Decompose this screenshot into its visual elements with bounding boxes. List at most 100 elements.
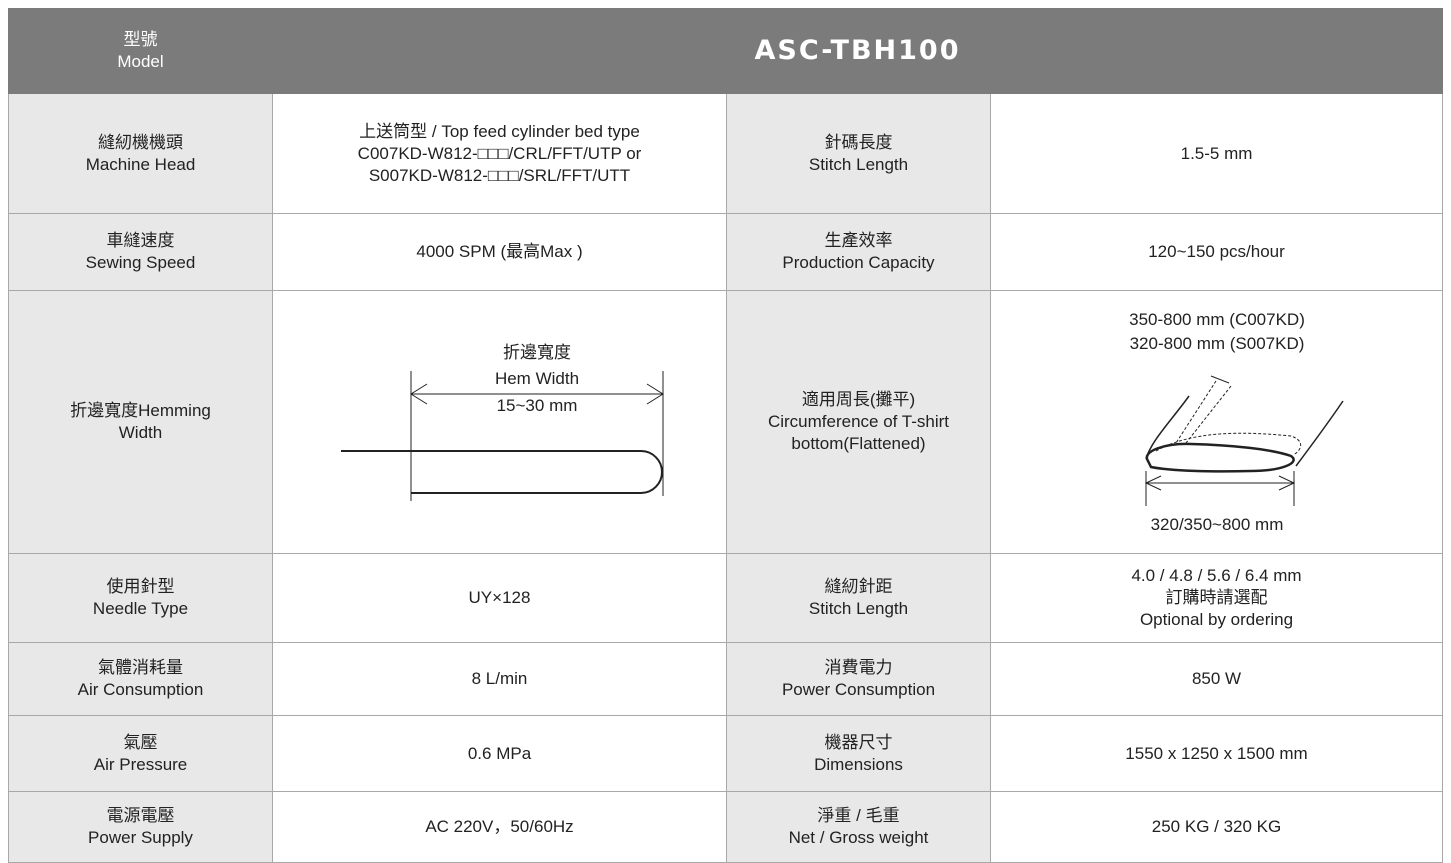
spec-value: AC 220V，50/60Hz: [272, 791, 727, 863]
text: 4000 SPM (最高Max ): [416, 242, 583, 261]
spec-label: 折邊寬度Hemming Width: [8, 290, 273, 554]
text: Width: [118, 423, 163, 442]
text: 縫紉針距: [824, 577, 893, 596]
text: 氣壓: [123, 732, 158, 752]
spec-row: 電源電壓 Power Supply AC 220V，50/60Hz 淨重 / 毛重 Ne…: [8, 791, 1444, 863]
diagram-line: [1155, 432, 1302, 456]
text: Net / Gross weight: [788, 828, 929, 847]
text: Stitch Length: [808, 599, 909, 618]
text: 1.5-5 mm: [1180, 143, 1253, 163]
spec-label: 使用針型 Needle Type: [8, 553, 273, 643]
spec-value: 0.6 MPa: [272, 715, 727, 792]
diagram-line: [1295, 400, 1344, 467]
text: 訂購時請選配: [1165, 588, 1268, 607]
text: Power Supply: [88, 828, 193, 847]
spec-row: 氣壓 Air Pressure 0.6 MPa 機器尺寸 Dimensions 1550 …: [8, 715, 1444, 792]
text: Power Consumption: [781, 680, 936, 699]
text: 電源電壓: [106, 806, 175, 825]
text: Circumference of T-shirt: [767, 412, 950, 431]
text: 氣體消耗量: [98, 658, 183, 677]
text: 320-800 mm (S007KD): [1130, 334, 1305, 353]
spec-label: 淨重 / 毛重 Net / Gross weight: [726, 791, 991, 863]
spec-value: 250 KG / 320 KG: [989, 791, 1444, 863]
spec-row: 使用針型 Needle Type UY×128 縫紉針距 Stitch Length 4.…: [8, 553, 1444, 643]
model-title: ASC-TBH100: [271, 8, 1444, 94]
text: Stitch Length: [808, 154, 909, 174]
text: bottom(Flattened): [791, 434, 926, 453]
spec-value: UY×128: [272, 553, 727, 643]
spec-label: 氣體消耗量 Air Consumption: [8, 642, 273, 716]
spec-label: 車縫速度 Sewing Speed: [8, 213, 273, 291]
diagram-line: [1145, 471, 1295, 506]
spec-row: 車縫速度 Sewing Speed 4000 SPM (最高Max ) 生產效率 Pro…: [8, 213, 1444, 291]
spec-value: 850 W: [989, 642, 1444, 716]
text: 適用周長(攤平): [801, 390, 916, 409]
text: 淨重 / 毛重: [817, 806, 900, 825]
header-label: 型號 Model: [8, 8, 273, 94]
spec-value: 4.0 / 4.8 / 5.6 / 6.4 mm 訂購時請選配 Optional b…: [989, 553, 1444, 643]
text: Sewing Speed: [85, 253, 196, 272]
spec-value: 4000 SPM (最高Max ): [272, 213, 727, 291]
hem-diagram: 折邊寬度 Hem Width 15~30 mm: [341, 343, 664, 501]
spec-value: 上送筒型 / Top feed cylinder bed type C007KD-…: [272, 93, 727, 214]
text: Production Capacity: [782, 253, 935, 272]
diagram-label: 320/350~800 mm: [1151, 515, 1284, 534]
text: UY×128: [468, 588, 531, 607]
text: 1550 x 1250 x 1500 mm: [1125, 743, 1308, 763]
text: 機器尺寸: [824, 732, 893, 752]
text: 型號: [123, 30, 158, 49]
diagram-line: [410, 383, 664, 405]
text: Air Consumption: [77, 680, 204, 699]
spec-label: 縫紉機機頭 Machine Head: [8, 93, 273, 214]
spec-row: 氣體消耗量 Air Consumption 8 L/min 消費電力 Power Con…: [8, 642, 1444, 716]
text: Dimensions: [814, 754, 903, 774]
text: S007KD-W812-□□□/SRL/FFT/UTT: [368, 165, 631, 185]
diagram-label: Hem Width: [495, 369, 579, 388]
text: 850 W: [1191, 669, 1242, 688]
spec-label: 電源電壓 Power Supply: [8, 791, 273, 863]
spec-value: 1550 x 1250 x 1500 mm: [989, 715, 1444, 792]
text: 車縫速度: [106, 231, 175, 250]
text: Optional by ordering: [1139, 610, 1294, 629]
text: Machine Head: [85, 154, 196, 174]
text: 120~150 pcs/hour: [1148, 242, 1285, 261]
diagram-line: [1175, 380, 1232, 444]
diagram-label: 折邊寬度: [503, 343, 571, 362]
spec-label: 消費電力 Power Consumption: [726, 642, 991, 716]
spec-label: 氣壓 Air Pressure: [8, 715, 273, 792]
text: C007KD-W812-□□□/CRL/FFT/UTP or: [357, 143, 642, 163]
spec-label: 機器尺寸 Dimensions: [726, 715, 991, 792]
diagram-line: [1210, 375, 1230, 384]
diagram-label: 15~30 mm: [497, 396, 578, 415]
spec-row: 折邊寬度Hemming Width 折邊寬度 Hem Width 15~30 mm 適用周…: [8, 290, 1444, 554]
spec-label: 縫紉針距 Stitch Length: [726, 553, 991, 643]
text: 8 L/min: [471, 669, 528, 688]
text: 4.0 / 4.8 / 5.6 / 6.4 mm: [1131, 566, 1302, 585]
text: Needle Type: [92, 599, 189, 618]
text: 折邊寬度Hemming: [70, 401, 211, 420]
spec-value: 1.5-5 mm: [989, 93, 1444, 214]
spec-value: 120~150 pcs/hour: [989, 213, 1444, 291]
text: 消費電力: [824, 658, 893, 677]
diagram-line: [1145, 442, 1295, 473]
text: 使用針型: [106, 577, 175, 596]
spec-value: 折邊寬度 Hem Width 15~30 mm: [272, 290, 727, 554]
spec-row: 縫紉機機頭 Machine Head 上送筒型 / Top feed cylinde…: [8, 93, 1444, 214]
header-row: 型號 Model ASC-TBH100: [8, 8, 1444, 94]
text: 縫紉機機頭: [98, 132, 183, 152]
text: 生產效率: [824, 231, 893, 250]
text: 針碼長度: [824, 132, 893, 152]
text: 0.6 MPa: [467, 743, 532, 763]
diagram-line: [341, 450, 663, 494]
spec-table: 型號 Model ASC-TBH100 縫紉機機頭 Machine Head 上送筒型…: [8, 8, 1444, 863]
text: AC 220V，50/60Hz: [425, 817, 574, 836]
spec-value: 350-800 mm (C007KD) 320-800 mm (S007KD) 32…: [989, 290, 1444, 554]
text: Air Pressure: [93, 754, 188, 774]
text: 上送筒型 / Top feed cylinder bed type: [359, 121, 640, 141]
circumference-diagram: 350-800 mm (C007KD) 320-800 mm (S007KD) 32…: [1129, 310, 1344, 534]
spec-value: 8 L/min: [272, 642, 727, 716]
spec-label: 適用周長(攤平) Circumference of T-shirt bottom(F…: [726, 290, 991, 554]
text: 350-800 mm (C007KD): [1129, 310, 1305, 329]
diagram-line: [1144, 475, 1296, 491]
